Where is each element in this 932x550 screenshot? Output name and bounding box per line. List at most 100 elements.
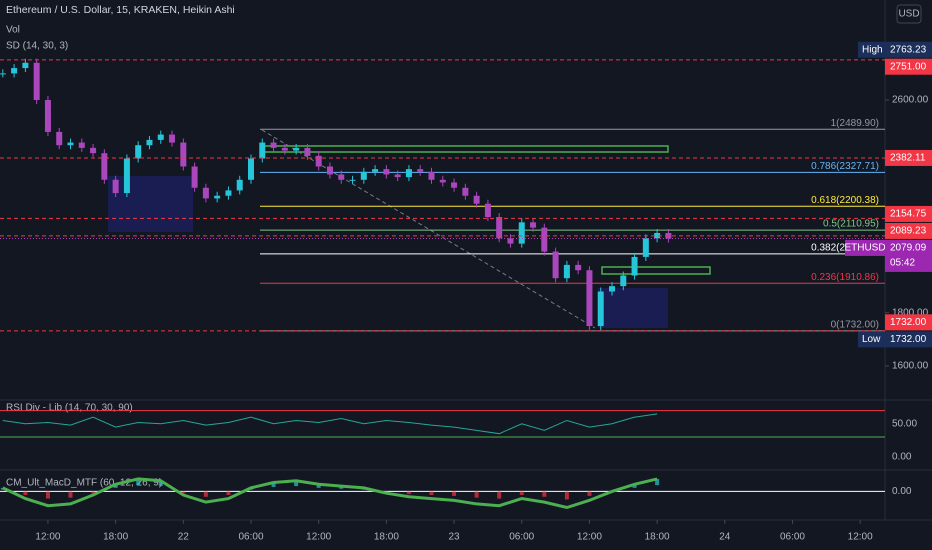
candle	[225, 190, 232, 196]
rsi-tick-label: 50.00	[892, 418, 917, 429]
candle	[56, 131, 63, 146]
x-tick-label: 18:00	[103, 532, 128, 543]
candle	[383, 169, 390, 175]
level-box	[885, 222, 932, 239]
candle	[236, 179, 243, 191]
candle	[405, 169, 412, 178]
candle	[428, 171, 435, 180]
y-tick-label: 1800.00	[892, 307, 929, 318]
x-tick-label: 18:00	[374, 532, 399, 543]
candle	[259, 142, 266, 159]
candle	[654, 232, 661, 239]
candle	[281, 147, 288, 151]
candle	[338, 174, 345, 180]
macd-hist	[136, 478, 141, 486]
x-tick-label: 12:00	[577, 532, 602, 543]
level-label: 2089.23	[890, 226, 927, 237]
macd-hist	[542, 491, 547, 497]
macd-hist	[474, 491, 479, 498]
y-tick-label: 2600.00	[892, 95, 929, 106]
macd-hist	[91, 491, 96, 494]
candle	[394, 174, 401, 178]
candle	[484, 203, 491, 218]
candle	[315, 155, 322, 167]
x-tick-label: 06:00	[238, 532, 263, 543]
rsi-tick-label: 0.00	[892, 451, 912, 462]
macd-hist	[497, 491, 502, 499]
x-tick-label: 12:00	[35, 532, 60, 543]
macd-hist	[519, 491, 524, 495]
macd-line	[2, 477, 658, 510]
candle	[496, 217, 503, 239]
candle	[214, 195, 221, 199]
macd-label: CM_Ult_MacD_MTF (60, 12, 26, 9)	[6, 478, 162, 489]
fib-label: 0.786(2327.71)	[811, 161, 879, 172]
level-label: 2154.75	[890, 209, 927, 220]
candle	[157, 134, 164, 140]
candle	[586, 270, 593, 327]
candle	[11, 68, 18, 74]
x-tick-label: 06:00	[509, 532, 534, 543]
candle	[462, 187, 469, 196]
currency[interactable]: USD	[898, 9, 919, 20]
level-label: 2751.00	[890, 61, 927, 72]
candle	[180, 142, 187, 167]
candle	[33, 62, 40, 100]
low-name: Low	[862, 334, 881, 345]
symbol-box	[845, 239, 885, 256]
level-box	[885, 314, 932, 331]
macd-hist	[316, 484, 321, 488]
x-tick-label: 22	[178, 532, 190, 543]
candle	[417, 169, 424, 172]
macd-hist	[181, 491, 186, 494]
currency-button[interactable]	[896, 4, 922, 24]
x-tick-label: 18:00	[645, 532, 670, 543]
candle	[642, 238, 649, 257]
x-tick-label: 12:00	[848, 532, 873, 543]
level-box	[885, 149, 932, 166]
macd-hist	[294, 480, 299, 487]
level-label: 2382.11	[890, 153, 926, 164]
macd-hist	[203, 491, 208, 497]
candle	[518, 222, 525, 244]
candle	[0, 73, 6, 75]
zone	[108, 176, 193, 232]
high-name: High	[862, 44, 883, 55]
candle	[248, 158, 255, 180]
candle	[575, 264, 582, 271]
candle	[135, 145, 142, 159]
y-tick-label: 1600.00	[892, 361, 929, 372]
fib-label: 1(2489.90)	[831, 118, 879, 129]
macd-hist	[587, 491, 592, 496]
zone-box	[601, 266, 711, 275]
candle	[44, 100, 51, 132]
candle	[123, 158, 130, 194]
candle	[507, 238, 514, 244]
candle	[552, 251, 559, 279]
macd-hist	[452, 491, 457, 496]
low-value: 1732.00	[890, 334, 927, 345]
candle	[191, 166, 198, 188]
candle	[270, 142, 277, 148]
candle	[563, 264, 570, 279]
candle	[169, 134, 176, 143]
candle	[608, 286, 615, 292]
rsi-label: RSI Div - Lib (14, 70, 30, 90)	[6, 403, 133, 414]
candle	[541, 227, 548, 252]
x-tick-label: 06:00	[780, 532, 805, 543]
candle	[451, 182, 458, 188]
macd-hist	[158, 480, 163, 487]
macd-hist	[271, 482, 276, 487]
macd-hist	[45, 491, 50, 499]
candle	[78, 142, 85, 148]
macd-hist	[68, 491, 73, 498]
candle	[112, 179, 119, 194]
candle	[530, 222, 537, 228]
fib-label: 0.5(2110.95)	[823, 219, 879, 230]
macd-tick-label: 0.00	[892, 486, 912, 497]
macd-hist	[655, 478, 660, 486]
level-box	[885, 205, 932, 222]
candle	[372, 169, 379, 172]
